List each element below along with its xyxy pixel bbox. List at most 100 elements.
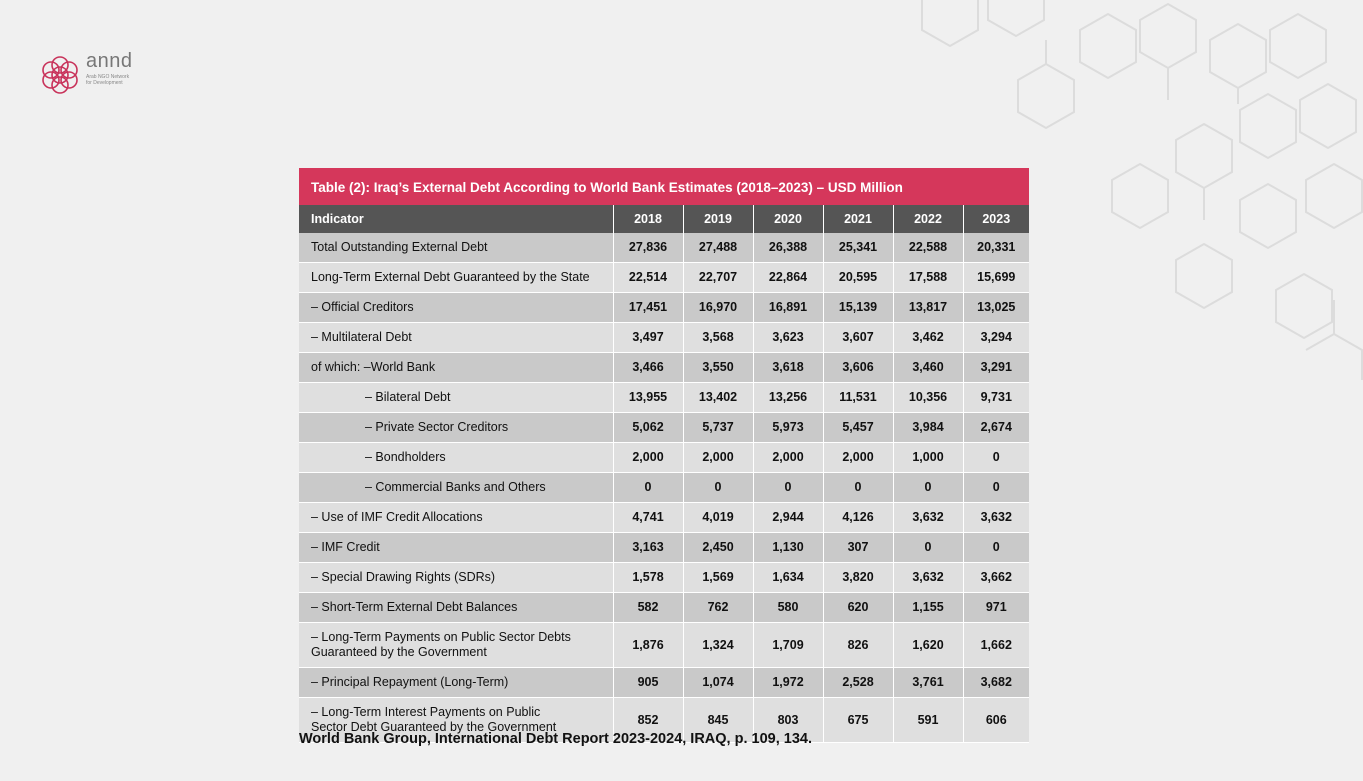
- table-row: – Use of IMF Credit Allocations 4,741 4,01…: [299, 502, 1029, 533]
- table-row: – Principal Repayment (Long-Term) 905 1,07…: [299, 667, 1029, 698]
- value-cell: 2,000: [753, 442, 824, 473]
- value-cell: 1,662: [963, 622, 1029, 668]
- table-row: – Long-Term Interest Payments on Public …: [299, 697, 1029, 743]
- value-cell: 591: [893, 697, 964, 743]
- value-cell: 1,324: [683, 622, 754, 668]
- header-cell: 2018: [613, 205, 684, 233]
- value-cell: 2,000: [823, 442, 894, 473]
- value-cell: 2,528: [823, 667, 894, 698]
- value-cell: 3,662: [963, 562, 1029, 593]
- value-cell: 5,457: [823, 412, 894, 443]
- value-cell: 4,019: [683, 502, 754, 533]
- header-cell: 2019: [683, 205, 754, 233]
- header-cell: 2022: [893, 205, 964, 233]
- value-cell: 3,497: [613, 322, 684, 353]
- indicator-cell: – Bilateral Debt: [299, 382, 614, 413]
- value-cell: 22,864: [753, 262, 824, 293]
- indicator-cell: – Multilateral Debt: [299, 322, 614, 353]
- value-cell: 3,568: [683, 322, 754, 353]
- value-cell: 5,973: [753, 412, 824, 443]
- header-cell: 2023: [963, 205, 1029, 233]
- value-cell: 1,074: [683, 667, 754, 698]
- value-cell: 803: [753, 697, 824, 743]
- value-cell: 0: [823, 472, 894, 503]
- logo-mark: [42, 56, 78, 94]
- indicator-cell: – Special Drawing Rights (SDRs): [299, 562, 614, 593]
- header-cell: Indicator: [299, 205, 614, 233]
- source-note: World Bank Group, International Debt Rep…: [299, 731, 813, 747]
- value-cell: 1,000: [893, 442, 964, 473]
- table-row: – Private Sector Creditors 5,062 5,737 5,97…: [299, 412, 1029, 443]
- table-row: Long-Term External Debt Guaranteed by th…: [299, 262, 1029, 293]
- logo-name: annd: [86, 50, 133, 72]
- value-cell: 15,139: [823, 292, 894, 323]
- value-cell: 22,707: [683, 262, 754, 293]
- value-cell: 852: [613, 697, 684, 743]
- value-cell: 15,699: [963, 262, 1029, 293]
- value-cell: 307: [823, 532, 894, 563]
- header-cell: 2020: [753, 205, 824, 233]
- value-cell: 9,731: [963, 382, 1029, 413]
- value-cell: 17,588: [893, 262, 964, 293]
- table-row: – Multilateral Debt 3,497 3,568 3,623 3,607 3…: [299, 322, 1029, 353]
- value-cell: 22,588: [893, 233, 964, 263]
- indicator-cell: – Long-Term Payments on Public Sector De…: [299, 622, 614, 668]
- value-cell: 13,256: [753, 382, 824, 413]
- value-cell: 3,618: [753, 352, 824, 383]
- value-cell: 10,356: [893, 382, 964, 413]
- value-cell: 13,402: [683, 382, 754, 413]
- value-cell: 3,607: [823, 322, 894, 353]
- value-cell: 580: [753, 592, 824, 623]
- header-cell: 2021: [823, 205, 894, 233]
- indicator-cell: – Bondholders: [299, 442, 614, 473]
- value-cell: 0: [613, 472, 684, 503]
- value-cell: 26,388: [753, 233, 824, 263]
- value-cell: 11,531: [823, 382, 894, 413]
- value-cell: 3,984: [893, 412, 964, 443]
- indicator-cell: – IMF Credit: [299, 532, 614, 563]
- table-row: – Special Drawing Rights (SDRs) 1,578 1,56…: [299, 562, 1029, 593]
- table-row: of which: –World Bank 3,466 3,550 3,618 3,60…: [299, 352, 1029, 383]
- table-row: – Bilateral Debt 13,955 13,402 13,256 11,531…: [299, 382, 1029, 413]
- table-row: – Commercial Banks and Others 0 0 0 0 0 0: [299, 472, 1029, 503]
- table-row: Total Outstanding External Debt 27,836 27,…: [299, 233, 1029, 263]
- value-cell: 5,737: [683, 412, 754, 443]
- value-cell: 2,944: [753, 502, 824, 533]
- value-cell: 27,488: [683, 233, 754, 263]
- value-cell: 13,955: [613, 382, 684, 413]
- value-cell: 3,291: [963, 352, 1029, 383]
- table-row: – Bondholders 2,000 2,000 2,000 2,000 1,000 0: [299, 442, 1029, 473]
- value-cell: 0: [963, 442, 1029, 473]
- value-cell: 762: [683, 592, 754, 623]
- value-cell: 1,569: [683, 562, 754, 593]
- value-cell: 0: [893, 532, 964, 563]
- value-cell: 27,836: [613, 233, 684, 263]
- indicator-cell: – Long-Term Interest Payments on Public …: [299, 697, 614, 743]
- value-cell: 606: [963, 697, 1029, 743]
- value-cell: 1,972: [753, 667, 824, 698]
- indicator-cell: – Private Sector Creditors: [299, 412, 614, 443]
- value-cell: 2,450: [683, 532, 754, 563]
- value-cell: 1,620: [893, 622, 964, 668]
- value-cell: 2,000: [613, 442, 684, 473]
- value-cell: 1,130: [753, 532, 824, 563]
- value-cell: 3,466: [613, 352, 684, 383]
- indicator-cell: – Commercial Banks and Others: [299, 472, 614, 503]
- indicator-cell: – Official Creditors: [299, 292, 614, 323]
- value-cell: 16,970: [683, 292, 754, 323]
- value-cell: 0: [753, 472, 824, 503]
- value-cell: 3,550: [683, 352, 754, 383]
- value-cell: 4,741: [613, 502, 684, 533]
- value-cell: 5,062: [613, 412, 684, 443]
- value-cell: 3,163: [613, 532, 684, 563]
- table-row: – IMF Credit 3,163 2,450 1,130 307 0 0: [299, 532, 1029, 563]
- indicator-cell: Total Outstanding External Debt: [299, 233, 614, 263]
- value-cell: 16,891: [753, 292, 824, 323]
- value-cell: 971: [963, 592, 1029, 623]
- indicator-cell: – Short-Term External Debt Balances: [299, 592, 614, 623]
- logo-tagline: Arab NGO Network for Development: [86, 74, 130, 86]
- value-cell: 1,578: [613, 562, 684, 593]
- table-row: – Long-Term Payments on Public Sector De…: [299, 622, 1029, 668]
